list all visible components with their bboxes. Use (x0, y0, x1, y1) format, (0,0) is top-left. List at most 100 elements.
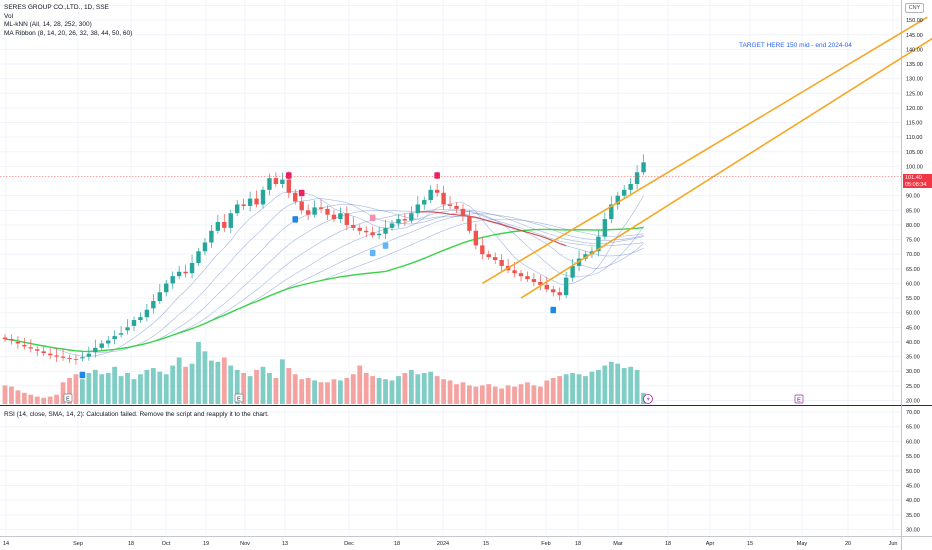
candle-body (183, 271, 188, 274)
candle-body (402, 219, 408, 221)
candle-body (486, 254, 491, 258)
volume-bar (80, 379, 85, 404)
volume-bar (331, 379, 337, 404)
rsi-tick-label: 40.00 (906, 498, 920, 504)
volume-bar (557, 376, 563, 404)
time-tick-label: 14 (3, 541, 9, 547)
volume-bar (434, 376, 440, 404)
volume-bar (150, 368, 156, 404)
volume-bar (2, 385, 8, 404)
volume-bar (570, 373, 575, 404)
price-tick-label: 35.00 (906, 355, 920, 361)
volume-bar (273, 377, 279, 404)
candle-body (325, 208, 330, 215)
price-tick-label: 145.00 (906, 33, 923, 39)
ribbon-ma-line (4, 198, 644, 353)
candle-body (634, 172, 640, 184)
volume-bar (492, 386, 498, 404)
time-tick-label: Apr (706, 541, 715, 547)
price-tick-label: 135.00 (906, 62, 923, 68)
symbol-title[interactable]: SERES GROUP CO.,LTD., 1D, SSE (4, 4, 109, 11)
volume-bar (621, 368, 627, 404)
time-tick-label: 18 (665, 541, 671, 547)
candle-body (602, 219, 608, 237)
volume-indicator-label[interactable]: Vol (4, 12, 14, 20)
volume-bar (583, 376, 588, 404)
volume-bar (576, 374, 582, 404)
candle-body (493, 257, 498, 261)
future-event-marker-label: E (797, 398, 801, 404)
volume-bar (234, 369, 240, 404)
time-tick-label: Dec (344, 541, 354, 547)
candle-body (551, 289, 556, 293)
volume-bar (34, 396, 40, 404)
volume-bar (202, 351, 208, 404)
candle-body (409, 213, 414, 221)
price-tick-label: 105.00 (906, 150, 923, 156)
volume-bar (286, 368, 292, 404)
candle-body (434, 189, 440, 193)
price-tick-label: 130.00 (906, 77, 923, 83)
bar-countdown: 05:08:34 (905, 181, 927, 188)
candle-body (267, 178, 272, 190)
candle-body (35, 349, 40, 351)
price-tick-label: 115.00 (906, 121, 922, 127)
candle-body (557, 292, 562, 296)
candle-body (157, 292, 162, 302)
ma-ribbon-indicator-label[interactable]: MA Ribbon (8, 14, 20, 26, 32, 38, 44, 50… (4, 29, 133, 37)
candle-body (209, 230, 214, 243)
volume-bar (260, 366, 266, 404)
candle-body (583, 254, 588, 259)
earnings-marker (234, 393, 244, 403)
volume-bar (99, 374, 105, 404)
volume-bar (125, 373, 130, 404)
candle-body (338, 213, 343, 220)
candle-body (176, 271, 182, 277)
candle-body (22, 344, 27, 347)
volume-bar (396, 376, 401, 404)
volume-bar (21, 392, 27, 404)
last-price-tag: 101.40 05:08:34 (903, 174, 932, 188)
price-tick-label: 90.00 (906, 194, 920, 200)
trend-channel[interactable] (481, 16, 932, 299)
volume-bar (176, 357, 182, 404)
ma60-line (4, 226, 644, 353)
volume-bar (292, 374, 298, 404)
ml-knn-indicator-label[interactable]: ML-kNN (All, 14, 28, 252, 300) (4, 21, 92, 29)
candle-body (331, 214, 337, 220)
volume-bar (383, 379, 388, 404)
target-annotation[interactable]: TARGET HERE 150 mid - end 2024-04 (739, 42, 852, 49)
ma-cross-line (417, 211, 567, 247)
candle-body (222, 222, 227, 228)
currency-button[interactable]: CNY (905, 3, 924, 13)
volume-bar (589, 371, 595, 404)
price-tick-label: 60.00 (906, 281, 920, 287)
price-tick-label: 140.00 (906, 47, 923, 53)
candle-body (383, 227, 388, 234)
candle-body (473, 230, 479, 246)
candlesticks[interactable] (2, 154, 646, 365)
volume-bar (338, 380, 343, 404)
volume-bar (363, 373, 369, 404)
price-tick-label: 80.00 (906, 223, 920, 229)
candle-body (312, 207, 317, 215)
sell-signal-marker (298, 189, 305, 197)
time-tick-label: 18 (394, 541, 400, 547)
candle-body (106, 340, 111, 344)
price-tick-label: 125.00 (906, 91, 923, 97)
candle-body (138, 317, 143, 321)
volume-bar (447, 380, 453, 404)
volume-bar (615, 363, 621, 404)
time-tick-label: May (797, 541, 808, 547)
candle-body (615, 195, 620, 205)
candle-body (454, 205, 459, 209)
volume-bar (183, 366, 188, 404)
volume-bar (525, 382, 530, 404)
candle-body (596, 236, 601, 252)
rsi-indicator-label[interactable]: RSI (14, close, SMA, 14, 2): Calculation… (4, 411, 269, 418)
channel-upper-line (481, 16, 928, 285)
